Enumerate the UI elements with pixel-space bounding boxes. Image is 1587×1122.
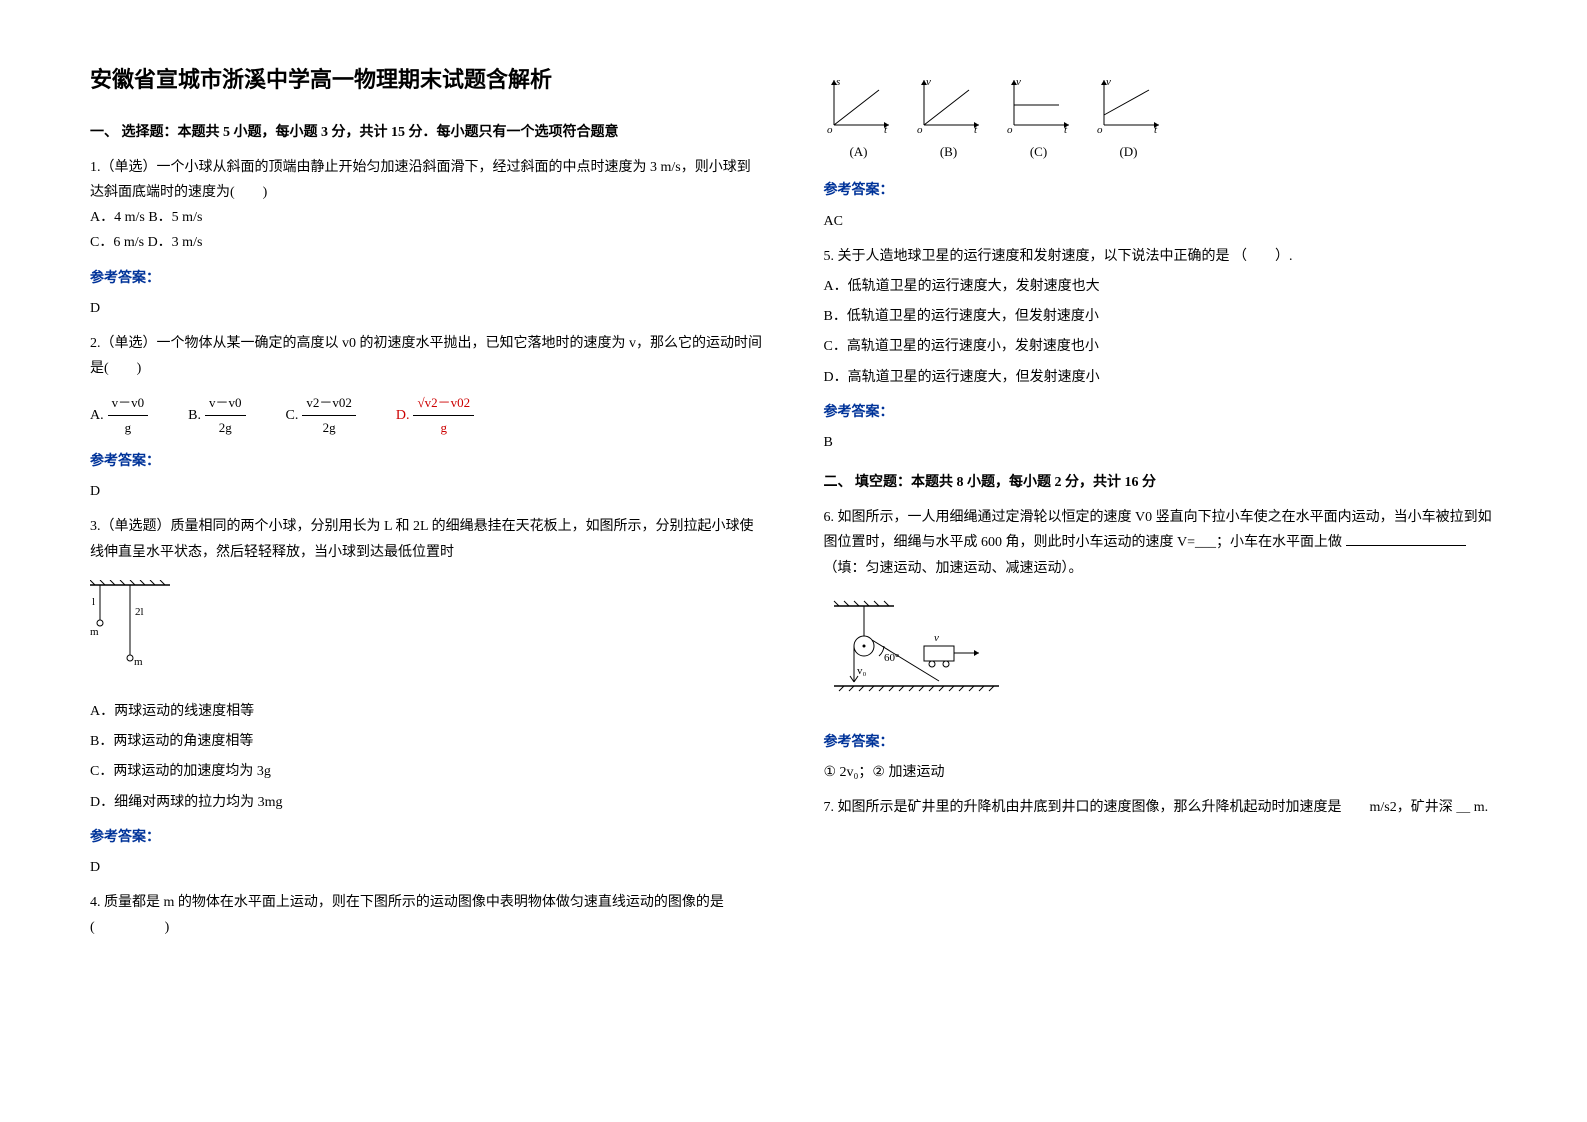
q3-opt-d: D．细绳对两球的拉力均为 3mg <box>90 790 764 815</box>
graph-c-label: (C) <box>1004 140 1074 163</box>
answer-label: 参考答案： <box>90 449 764 474</box>
q2-fracA-num: v－v0 <box>108 391 149 415</box>
question-6: 6. 如图所示，一人用细绳通过定滑轮以恒定的速度 V0 竖直向下拉小车使之在水平… <box>824 505 1498 720</box>
q2-fracB-num: v－v0 <box>205 391 246 415</box>
svg-text:60°: 60° <box>884 652 899 664</box>
q1-text: 1.（单选）一个小球从斜面的顶端由静止开始匀加速沿斜面滑下，经过斜面的中点时速度… <box>90 155 764 205</box>
graph-d: v t o <box>1094 75 1164 135</box>
graph-b: v t o <box>914 75 984 135</box>
answer-label: 参考答案： <box>90 266 764 291</box>
q2-label-a: A. <box>90 403 104 428</box>
q2-fracA-den: g <box>121 416 136 439</box>
svg-text:m: m <box>90 626 99 638</box>
q2-fracC-den: 2g <box>319 416 340 439</box>
q3-opt-a: A．两球运动的线速度相等 <box>90 699 764 724</box>
q2-label-c: C. <box>286 403 299 428</box>
q1-answer: D <box>90 296 764 321</box>
svg-text:o: o <box>1097 124 1103 135</box>
question-7: 7. 如图所示是矿井里的升降机由井底到井口的速度图像，那么升降机起动时加速度是 … <box>824 795 1498 820</box>
svg-text:v: v <box>1106 76 1111 88</box>
svg-text:m: m <box>134 656 143 668</box>
graph-a-label: (A) <box>824 140 894 163</box>
q2-label-d: D. <box>396 403 410 428</box>
answer-label: 参考答案： <box>824 400 1498 425</box>
question-4: 4. 质量都是 m 的物体在水平面上运动，则在下图所示的运动图像中表明物体做匀速… <box>90 890 764 940</box>
q2-fracB-den: 2g <box>215 416 236 439</box>
q3-opt-c: C．两球运动的加速度均为 3g <box>90 759 764 784</box>
answer-label: 参考答案： <box>824 178 1498 203</box>
question-2: 2.（单选）一个物体从某一确定的高度以 v0 的初速度水平抛出，已知它落地时的速… <box>90 331 764 439</box>
svg-text:o: o <box>827 124 833 135</box>
section-1-title: 一、 选择题：本题共 5 小题，每小题 3 分，共计 15 分．每小题只有一个选… <box>90 120 764 145</box>
svg-text:v: v <box>1016 76 1021 88</box>
q6-answer: ① 2v₀；② 加速运动 <box>824 760 1498 785</box>
page-title: 安徽省宣城市浙溪中学高一物理期末试题含解析 <box>90 60 764 100</box>
svg-text:v₀: v₀ <box>857 665 867 677</box>
svg-text:s: s <box>836 76 840 88</box>
question-5: 5. 关于人造地球卫星的运行速度和发射速度，以下说法中正确的是 （ ）. A．低… <box>824 244 1498 390</box>
q5-opt-c: C．高轨道卫星的运行速度小，发射速度也小 <box>824 334 1498 359</box>
q6-text: 6. 如图所示，一人用细绳通过定滑轮以恒定的速度 V0 竖直向下拉小车使之在水平… <box>824 505 1498 581</box>
svg-text:o: o <box>1007 124 1013 135</box>
q5-opt-b: B．低轨道卫星的运行速度大，但发射速度小 <box>824 304 1498 329</box>
q4-graphs: s t o (A) v t o (B) <box>824 75 1498 163</box>
q1-options-cd: C．6 m/s D．3 m/s <box>90 230 764 255</box>
q4-text: 4. 质量都是 m 的物体在水平面上运动，则在下图所示的运动图像中表明物体做匀速… <box>90 890 764 940</box>
svg-text:2l: 2l <box>135 606 144 618</box>
q1-options-ab: A．4 m/s B．5 m/s <box>90 205 764 230</box>
answer-label: 参考答案： <box>824 730 1498 755</box>
q3-answer: D <box>90 855 764 880</box>
q7-text: 7. 如图所示是矿井里的升降机由井底到井口的速度图像，那么升降机起动时加速度是 … <box>824 795 1498 820</box>
q2-text: 2.（单选）一个物体从某一确定的高度以 v0 的初速度水平抛出，已知它落地时的速… <box>90 331 764 381</box>
question-3: 3.（单选题）质量相同的两个小球，分别用长为 L 和 2L 的细绳悬挂在天花板上… <box>90 514 764 814</box>
q2-fracC-num: v2－v02 <box>302 391 356 415</box>
graph-d-label: (D) <box>1094 140 1164 163</box>
question-1: 1.（单选）一个小球从斜面的顶端由静止开始匀加速沿斜面滑下，经过斜面的中点时速度… <box>90 155 764 256</box>
q5-opt-d: D．高轨道卫星的运行速度大，但发射速度小 <box>824 365 1498 390</box>
svg-text:o: o <box>917 124 923 135</box>
pulley-diagram: v₀ 60° v <box>824 596 1004 696</box>
q5-opt-a: A．低轨道卫星的运行速度大，发射速度也大 <box>824 274 1498 299</box>
q2-answer: D <box>90 479 764 504</box>
q3-text: 3.（单选题）质量相同的两个小球，分别用长为 L 和 2L 的细绳悬挂在天花板上… <box>90 514 764 564</box>
q2-fracD-num: √v2－v02 <box>413 391 474 415</box>
q5-answer: B <box>824 430 1498 455</box>
q3-opt-b: B．两球运动的角速度相等 <box>90 729 764 754</box>
svg-text:v: v <box>934 632 939 644</box>
answer-label: 参考答案： <box>90 825 764 850</box>
graph-b-label: (B) <box>914 140 984 163</box>
graph-a: s t o <box>824 75 894 135</box>
svg-text:l: l <box>92 596 95 608</box>
svg-text:v: v <box>926 76 931 88</box>
graph-c: v t o <box>1004 75 1074 135</box>
pendulum-diagram: l m 2l m <box>90 580 170 670</box>
q4-answer: AC <box>824 209 1498 234</box>
section-2-title: 二、 填空题：本题共 8 小题，每小题 2 分，共计 16 分 <box>824 470 1498 495</box>
q5-text: 5. 关于人造地球卫星的运行速度和发射速度，以下说法中正确的是 （ ）. <box>824 244 1498 269</box>
q2-formulas: A. v－v0 g B. v－v0 2g C. v2－v0 <box>90 391 764 439</box>
q2-fracD-den: g <box>437 416 452 439</box>
q2-label-b: B. <box>188 403 201 428</box>
